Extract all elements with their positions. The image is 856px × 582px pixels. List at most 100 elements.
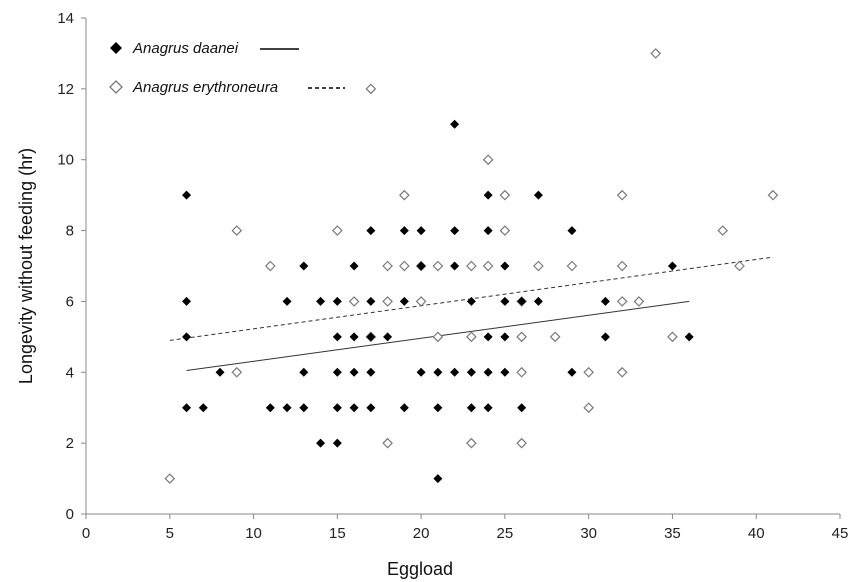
point-anagrus-daanei <box>500 367 510 377</box>
point-anagrus-erythroneura <box>365 83 377 95</box>
point-anagrus-daanei <box>182 190 192 200</box>
point-anagrus-erythroneura <box>516 331 527 343</box>
point-anagrus-daanei <box>433 367 443 377</box>
point-anagrus-erythroneura <box>466 437 477 449</box>
data-points <box>164 48 779 484</box>
point-anagrus-erythroneura <box>231 225 243 236</box>
point-anagrus-daanei <box>316 296 326 306</box>
y-axis-title: Longevity without feeding (hr) <box>16 148 36 384</box>
point-anagrus-daanei <box>349 261 359 271</box>
y-tick-label: 10 <box>57 152 74 169</box>
point-anagrus-daanei <box>282 296 292 306</box>
point-anagrus-daanei <box>466 403 476 413</box>
point-anagrus-daanei <box>483 403 493 413</box>
point-anagrus-daanei <box>299 403 309 413</box>
point-anagrus-erythroneura <box>231 366 243 378</box>
point-anagrus-daanei <box>533 296 543 306</box>
point-anagrus-daanei <box>299 367 309 377</box>
point-anagrus-erythroneura <box>616 296 628 307</box>
point-anagrus-erythroneura <box>466 331 477 343</box>
point-anagrus-daanei <box>366 332 376 342</box>
point-anagrus-daanei <box>433 474 443 484</box>
legend-marker-anagrus-daanei <box>110 42 122 54</box>
point-anagrus-erythroneura <box>616 260 628 272</box>
point-anagrus-erythroneura <box>264 260 276 272</box>
y-tick-label: 2 <box>66 435 74 452</box>
point-anagrus-daanei <box>416 226 426 236</box>
point-anagrus-daanei <box>483 190 493 200</box>
point-anagrus-daanei <box>500 261 510 271</box>
point-anagrus-daanei <box>567 367 577 377</box>
point-anagrus-daanei <box>316 438 326 448</box>
y-tick-label: 6 <box>66 293 74 310</box>
point-anagrus-daanei <box>349 367 359 377</box>
x-tick-label: 25 <box>497 525 514 542</box>
y-tick-label: 4 <box>66 364 74 381</box>
point-anagrus-daanei <box>332 296 342 306</box>
legend-label-anagrus-erythroneura: Anagrus erythroneura <box>132 79 278 96</box>
point-anagrus-daanei <box>500 296 510 306</box>
point-anagrus-daanei <box>600 332 610 342</box>
point-anagrus-erythroneura <box>415 296 427 307</box>
point-anagrus-daanei <box>366 226 376 236</box>
x-tick-label: 0 <box>82 525 90 542</box>
point-anagrus-daanei <box>483 332 493 342</box>
point-anagrus-daanei <box>299 261 309 271</box>
point-anagrus-erythroneura <box>382 296 393 307</box>
point-anagrus-daanei <box>450 367 460 377</box>
point-anagrus-daanei <box>567 226 577 236</box>
y-tick-label: 14 <box>57 10 74 27</box>
point-anagrus-daanei <box>182 403 192 413</box>
point-anagrus-daanei <box>600 296 610 306</box>
point-anagrus-erythroneura <box>482 260 494 272</box>
point-anagrus-erythroneura <box>348 296 360 307</box>
axes: 0 2 4 6 8 10 12 14 0 5 10 15 20 25 30 35 40 45 <box>57 10 848 542</box>
x-tick-label: 45 <box>832 525 849 542</box>
point-anagrus-daanei <box>332 403 342 413</box>
x-axis-title: Eggload <box>387 559 453 579</box>
point-anagrus-erythroneura <box>583 402 595 414</box>
point-anagrus-daanei <box>533 190 543 200</box>
point-anagrus-daanei <box>517 296 527 306</box>
y-tick-label: 8 <box>66 223 74 240</box>
point-anagrus-daanei <box>366 367 376 377</box>
x-tick-label: 40 <box>748 525 765 542</box>
point-anagrus-daanei <box>416 367 426 377</box>
point-anagrus-daanei <box>265 403 275 413</box>
point-anagrus-erythroneura <box>331 225 343 236</box>
point-anagrus-erythroneura <box>499 189 511 201</box>
point-anagrus-erythroneura <box>382 437 393 449</box>
legend-marker-anagrus-erythroneura <box>109 80 123 94</box>
point-anagrus-erythroneura <box>164 473 176 484</box>
point-anagrus-daanei <box>450 261 460 271</box>
point-anagrus-erythroneura <box>717 225 729 236</box>
point-anagrus-daanei <box>182 332 192 342</box>
point-anagrus-daanei <box>483 367 493 377</box>
point-anagrus-erythroneura <box>399 189 410 201</box>
point-anagrus-erythroneura <box>566 260 578 272</box>
point-anagrus-daanei <box>450 226 460 236</box>
point-anagrus-daanei <box>466 367 476 377</box>
point-anagrus-erythroneura <box>583 366 595 378</box>
y-tick-label: 12 <box>57 81 74 98</box>
x-tick-label: 15 <box>329 525 346 542</box>
point-anagrus-erythroneura <box>499 225 511 236</box>
x-tick-label: 35 <box>664 525 681 542</box>
point-anagrus-erythroneura <box>382 260 393 272</box>
point-anagrus-daanei <box>332 367 342 377</box>
point-anagrus-daanei <box>383 332 393 342</box>
point-anagrus-daanei <box>332 332 342 342</box>
point-anagrus-erythroneura <box>482 154 494 166</box>
x-tick-label: 20 <box>413 525 430 542</box>
point-anagrus-erythroneura <box>516 437 527 449</box>
point-anagrus-daanei <box>399 226 409 236</box>
trendlines <box>169 256 774 372</box>
x-tick-label: 30 <box>580 525 597 542</box>
point-anagrus-erythroneura <box>633 296 645 307</box>
point-anagrus-erythroneura <box>432 260 444 272</box>
point-anagrus-daanei <box>366 296 376 306</box>
point-anagrus-daanei <box>433 403 443 413</box>
point-anagrus-erythroneura <box>432 331 444 343</box>
point-anagrus-erythroneura <box>399 260 410 272</box>
point-anagrus-erythroneura <box>616 189 628 201</box>
